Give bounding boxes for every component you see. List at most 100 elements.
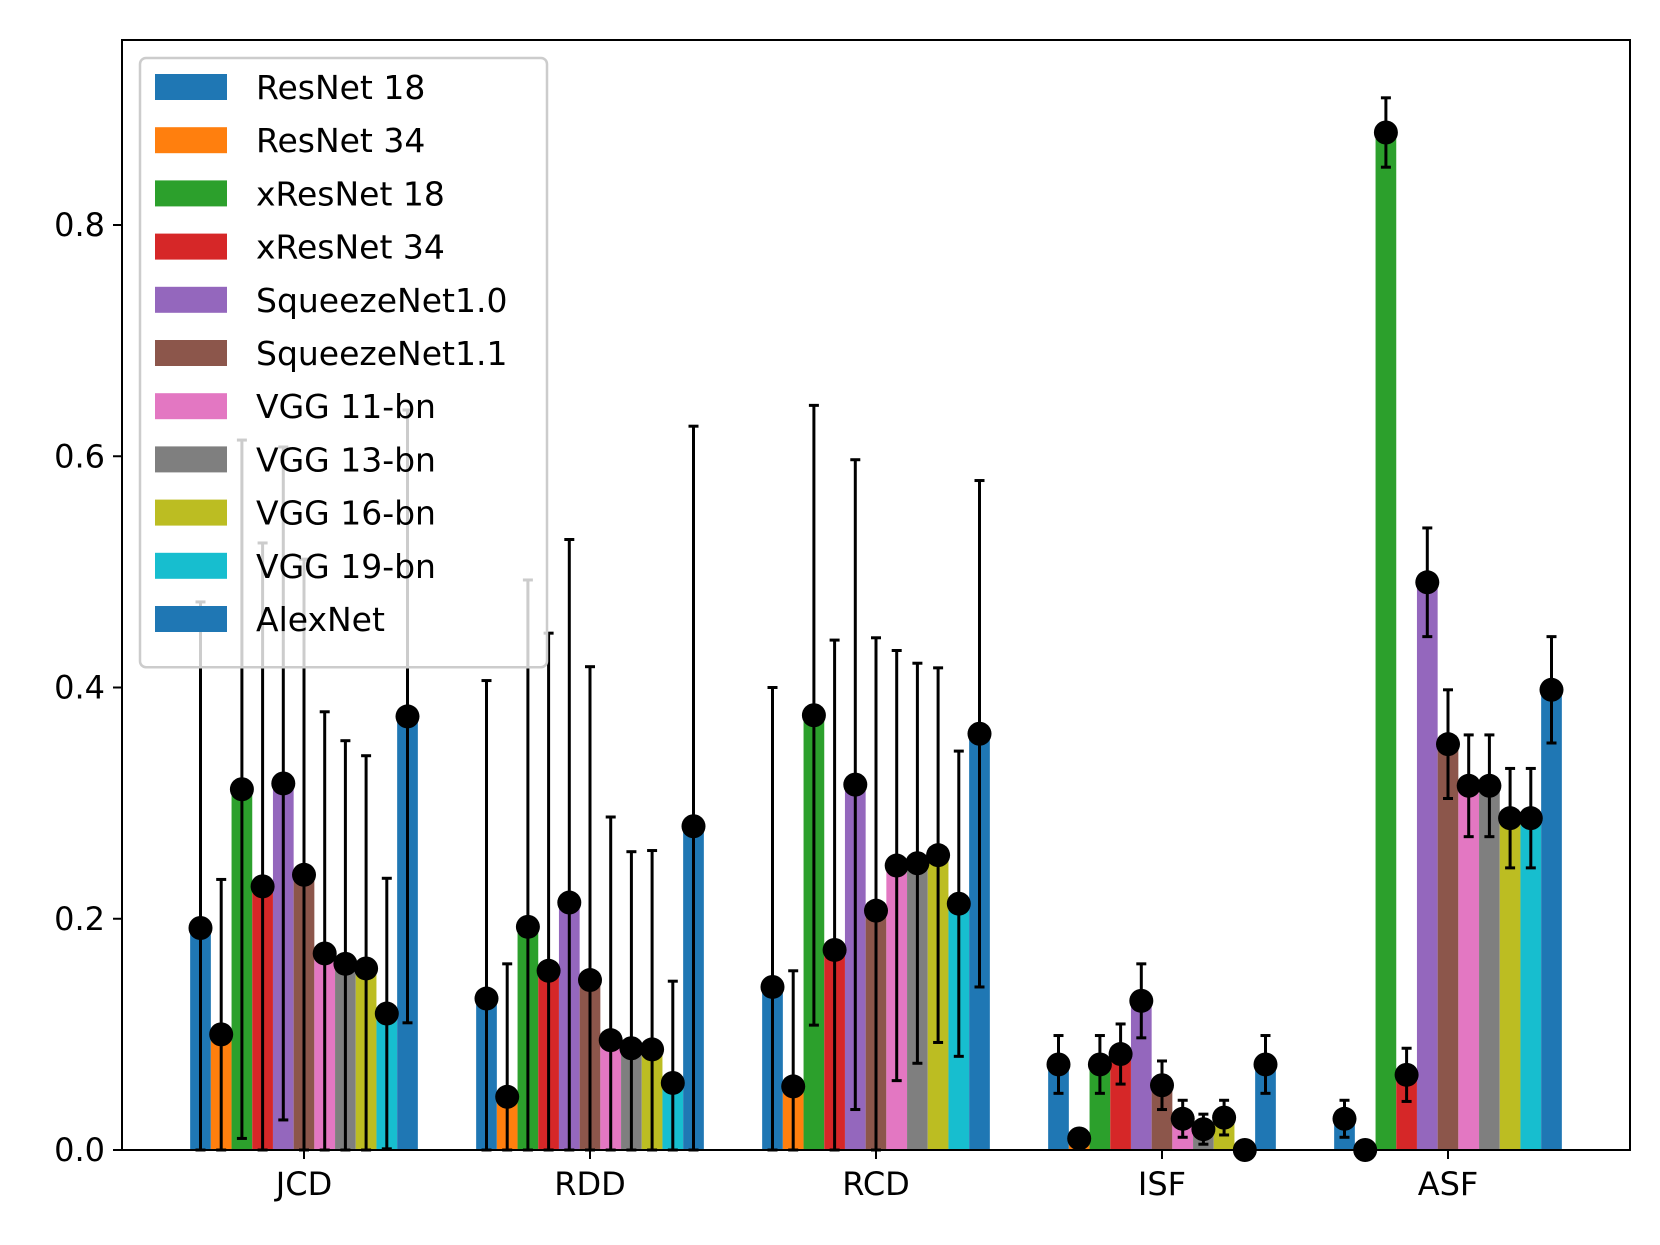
mean-point-rcd-1	[760, 974, 785, 999]
mean-point-rdd-4	[536, 958, 561, 983]
mean-point-jcd-5	[271, 771, 296, 796]
mean-point-rdd-5	[557, 890, 582, 915]
mean-point-rdd-6	[578, 968, 602, 993]
mean-point-rdd-11	[681, 814, 706, 839]
bar-asf-9	[1499, 818, 1521, 1150]
mean-point-jcd-3	[229, 777, 254, 802]
bar-isf-6	[1151, 1085, 1173, 1150]
legend: ResNet 18 ResNet 34 xResNet 18 xResNet 34 Sq…	[138, 56, 549, 669]
error-bars-layer	[188, 96, 1564, 1162]
bar-asf-8	[1479, 785, 1500, 1150]
bar-asf-7	[1458, 785, 1480, 1150]
mean-point-asf-11	[1539, 677, 1564, 702]
mean-point-asf-7	[1456, 773, 1481, 798]
mean-point-jcd-8	[333, 951, 358, 976]
mean-point-rcd-3	[801, 703, 826, 728]
bar-asf-6	[1437, 744, 1459, 1150]
mean-point-asf-8	[1477, 773, 1502, 798]
mean-point-isf-5	[1129, 988, 1154, 1013]
legend-swatch-2	[155, 127, 227, 154]
bar-asf-4	[1396, 1074, 1417, 1150]
mean-point-rcd-4	[822, 937, 847, 962]
mean-point-rdd-10	[660, 1070, 685, 1095]
y-tick-label: 0.6	[54, 437, 105, 475]
bar-isf-4	[1110, 1054, 1131, 1150]
mean-point-rdd-8	[619, 1036, 644, 1061]
legend-label-11: AlexNet	[256, 600, 385, 639]
mean-point-isf-8	[1191, 1117, 1216, 1142]
mean-point-isf-7	[1170, 1106, 1195, 1131]
mean-point-rdd-2	[495, 1084, 520, 1109]
legend-label-3: xResNet 18	[256, 174, 445, 213]
mean-point-asf-10	[1518, 806, 1543, 831]
legend-swatch-9	[155, 499, 227, 526]
legend-swatch-3	[155, 180, 227, 207]
legend-swatch-4	[155, 233, 227, 260]
legend-swatch-5	[155, 286, 227, 313]
legend-label-4: xResNet 34	[256, 228, 445, 267]
y-tick-label: 0.0	[54, 1131, 105, 1169]
mean-point-rcd-10	[946, 891, 971, 916]
mean-point-isf-6	[1150, 1073, 1174, 1098]
bar-asf-5	[1416, 582, 1438, 1150]
mean-point-jcd-2	[209, 1022, 234, 1047]
bar-asf-11	[1541, 689, 1562, 1150]
x-tick-label-rdd: RDD	[554, 1165, 626, 1203]
mean-point-jcd-1	[188, 916, 213, 940]
legend-swatch-7	[155, 393, 227, 420]
mean-point-isf-4	[1108, 1042, 1133, 1067]
mean-point-jcd-9	[354, 956, 379, 981]
mean-point-asf-6	[1436, 732, 1460, 757]
mean-point-jcd-6	[292, 862, 316, 887]
mean-point-rcd-6	[864, 898, 888, 923]
mean-point-asf-4	[1394, 1062, 1419, 1087]
mean-point-jcd-11	[395, 704, 420, 729]
legend-swatch-8	[155, 446, 227, 473]
legend-label-5: SqueezeNet1.0	[256, 281, 507, 320]
bar-isf-5	[1130, 1000, 1152, 1150]
mean-point-rdd-9	[640, 1037, 665, 1062]
bar-asf-10	[1520, 818, 1542, 1150]
mean-point-isf-1	[1046, 1052, 1071, 1077]
mean-point-asf-5	[1415, 570, 1440, 595]
legend-swatch-11	[155, 606, 227, 632]
x-tick-label-jcd: JCD	[274, 1165, 332, 1203]
legend-label-9: VGG 16-bn	[256, 494, 436, 533]
mean-point-isf-11	[1253, 1052, 1278, 1077]
mean-point-jcd-4	[250, 874, 275, 899]
bar-isf-11	[1255, 1064, 1276, 1150]
legend-label-7: VGG 11-bn	[256, 387, 436, 426]
mean-point-asf-1	[1332, 1106, 1357, 1131]
y-tick-label: 0.8	[54, 206, 105, 244]
mean-point-isf-3	[1087, 1052, 1112, 1077]
bar-asf-3	[1375, 132, 1397, 1150]
legend-label-1: ResNet 18	[256, 68, 425, 107]
mean-point-rcd-11	[967, 721, 992, 746]
mean-point-rcd-9	[926, 843, 951, 868]
y-tick-label: 0.4	[54, 669, 105, 707]
mean-point-rcd-5	[843, 772, 868, 797]
mean-point-rdd-7	[598, 1028, 623, 1053]
legend-swatch-6	[155, 340, 227, 366]
mean-point-asf-3	[1373, 120, 1398, 145]
mean-point-rcd-7	[884, 853, 909, 878]
legend-label-6: SqueezeNet1.1	[256, 334, 507, 373]
legend-box	[138, 56, 549, 669]
mean-point-rdd-3	[515, 914, 540, 939]
mean-point-rcd-2	[781, 1074, 806, 1099]
axes-layer: 0.0 0.2 0.4 0.6 0.8 JCD RDD RCD ISF ASF	[54, 39, 1631, 1203]
mean-point-asf-9	[1498, 806, 1523, 831]
legend-label-8: VGG 13-bn	[256, 440, 436, 479]
mean-point-jcd-10	[374, 1001, 399, 1026]
x-tick-label-rcd: RCD	[842, 1165, 910, 1203]
bar-isf-1	[1048, 1064, 1069, 1150]
x-tick-label-isf: ISF	[1138, 1165, 1186, 1203]
legend-swatch-1	[155, 74, 227, 100]
bar-isf-3	[1089, 1064, 1111, 1150]
mean-point-jcd-7	[312, 941, 337, 966]
y-tick-label: 0.2	[54, 900, 105, 938]
mean-point-isf-9	[1212, 1105, 1237, 1130]
legend-label-10: VGG 19-bn	[256, 547, 436, 586]
mean-point-isf-2	[1067, 1126, 1092, 1151]
